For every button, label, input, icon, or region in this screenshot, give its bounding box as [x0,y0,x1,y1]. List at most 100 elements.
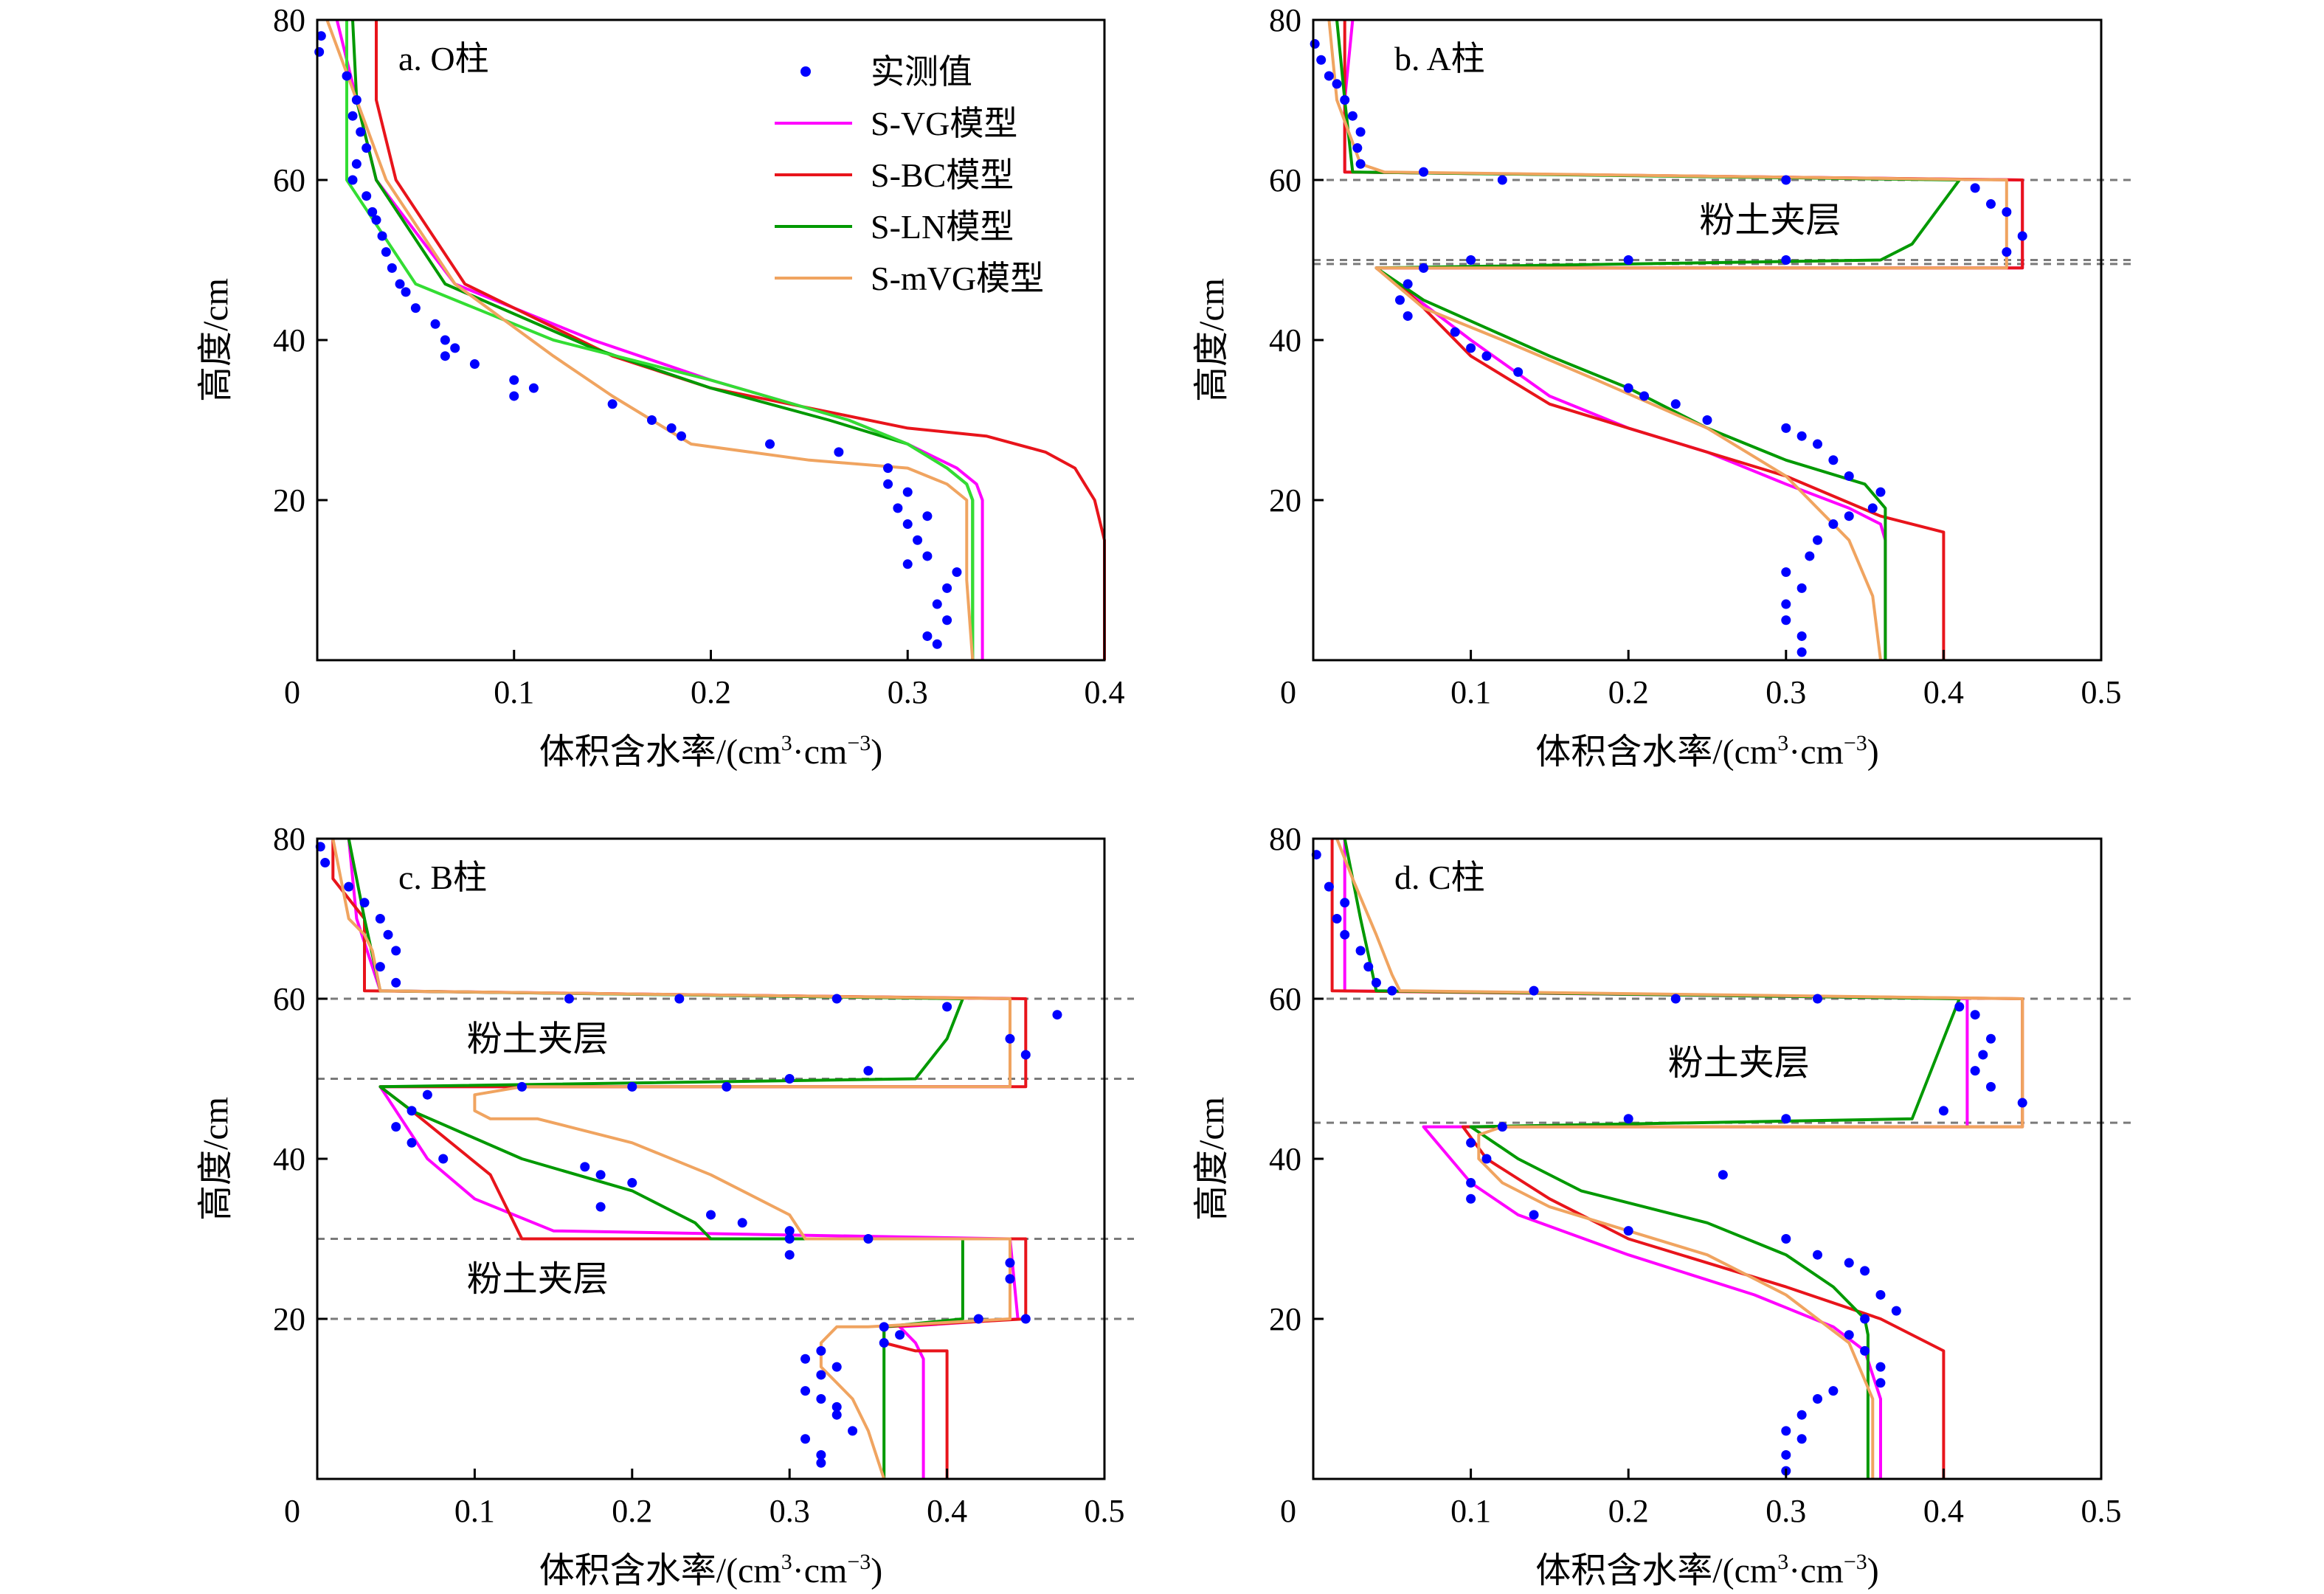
observed-point [1310,39,1320,49]
observed-point [1970,1010,1980,1020]
observed-point [1781,1114,1791,1124]
observed-point [1875,1362,1886,1372]
observed-point [359,898,370,908]
observed-point [816,1449,826,1460]
observed-point [1340,898,1350,908]
observed-point [381,247,391,257]
observed-point [438,1154,449,1164]
observed-point [1970,183,1980,193]
panel-label: a. O柱 [398,40,489,77]
observed-point [784,1250,795,1260]
observed-point [1781,567,1791,578]
observed-point [883,463,893,474]
observed-point [440,351,450,361]
x-tick-label: 0.2 [691,674,731,710]
observed-point [784,1074,795,1084]
observed-point [1867,503,1878,513]
observed-point [391,1122,401,1132]
y-axis-label: 高度/cm [1192,278,1231,402]
x-axis-label-part: 体积含水率/(cm [1535,1551,1777,1590]
x-axis-label-part: 3 [1777,731,1788,755]
observed-point [863,1066,874,1076]
observed-point [351,95,362,105]
observed-point [1403,311,1413,321]
observed-point [895,1330,905,1340]
observed-point [1466,1193,1476,1204]
observed-point [1020,1050,1031,1060]
observed-point [1702,415,1712,425]
y-tick-label: 60 [1269,162,1301,198]
observed-point [922,631,933,641]
observed-point [1860,1266,1870,1276]
observed-point [410,303,421,313]
observed-point [1355,946,1366,956]
series-line-1 [1343,19,2024,660]
x-tick-label: 0.4 [1923,674,1964,710]
observed-point [1316,55,1327,65]
observed-point [816,1458,826,1468]
x-axis-label-part: ) [871,1551,882,1590]
observed-point [831,1401,842,1412]
observed-point [347,111,358,121]
observed-point [952,567,962,578]
y-tick-label: 80 [273,2,305,38]
observed-point [1828,519,1839,530]
observed-point [627,1178,637,1188]
observed-point [831,994,842,1004]
observed-point [1781,1234,1791,1244]
plot-frame [1312,18,2103,662]
observed-point [1340,95,1350,105]
legend-label: 实测值 [871,53,972,91]
y-tick-label: 40 [273,322,305,358]
observed-point [1450,327,1460,337]
observed-point [942,583,952,593]
y-tick-label: 20 [1269,482,1301,519]
observed-point [342,71,352,81]
observed-point [2002,207,2012,217]
observed-point [1347,111,1358,121]
x-tick-label: 0 [284,674,300,710]
observed-point [395,279,405,289]
observed-point [367,207,378,217]
observed-point [1860,1345,1870,1356]
x-tick-label: 0.3 [1766,674,1806,710]
y-tick-label: 20 [273,482,305,519]
observed-point [1860,1314,1870,1324]
plot-frame [316,837,1106,1480]
observed-point [973,1314,983,1324]
observed-point [383,929,393,940]
observed-point [666,423,677,433]
layer-annotation: 粉土夹层 [467,1019,609,1058]
x-axis-label-part: ) [1867,732,1879,772]
x-tick-label: 0.5 [2081,1493,2122,1529]
plot-frame [1312,837,2103,1480]
observed-point [316,31,326,41]
observed-point [1403,279,1413,289]
observed-point [834,447,844,457]
layer-annotation: 粉土夹层 [467,1260,609,1299]
series-line-4 [1327,19,2008,661]
observed-point [1844,511,1854,521]
observed-point [706,1210,716,1220]
series-line-1 [347,838,1020,1479]
panel-label: b. A柱 [1394,40,1485,77]
x-tick-label: 0 [1280,674,1296,710]
x-tick-label: 0.3 [770,1493,810,1529]
observed-point [1985,1081,1996,1092]
observed-point [722,1081,732,1092]
observed-point [893,503,903,513]
x-tick-label: 0.4 [1923,1493,1964,1529]
observed-point [407,1106,417,1116]
observed-point [1623,383,1633,393]
observed-point [1781,423,1791,433]
observed-point [516,1081,527,1092]
observed-point [1781,175,1791,185]
observed-point [800,1434,811,1444]
observed-point [595,1202,606,1212]
observed-point [371,215,381,225]
observed-point [1363,962,1374,972]
x-axis-label-part: −3 [1844,1550,1867,1574]
observed-point [1466,343,1476,353]
observed-point [676,431,686,441]
